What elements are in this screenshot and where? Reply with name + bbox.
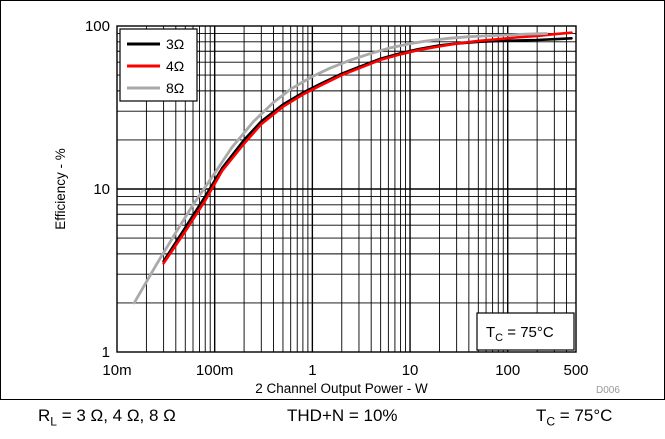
x-tick-label: 10m <box>102 362 131 379</box>
x-axis-label: 2 Channel Output Power - W <box>255 381 428 396</box>
y-tick-label: 10 <box>93 181 110 198</box>
series-line <box>162 31 573 265</box>
plot-area <box>116 25 577 353</box>
x-tick-label: 500 <box>563 362 588 379</box>
footer-case-temp: TC = 75°C <box>536 406 613 429</box>
efficiency-chart: 10m 100m 1 10 100 500 1 10 100 2 Channel Output P… <box>53 18 620 396</box>
legend-label: 8Ω <box>166 80 184 96</box>
footer-load-resistance: RL = 3 Ω, 4 Ω, 8 Ω <box>38 406 176 429</box>
series-line <box>132 32 548 305</box>
case-temp-annotation: TC = 75°C <box>476 312 575 351</box>
legend: 3Ω 4Ω 8Ω <box>119 28 198 102</box>
figure-id-label: D006 <box>596 385 620 396</box>
x-tick-label: 100 <box>495 362 520 379</box>
series-line <box>162 36 573 263</box>
legend-label: 3Ω <box>166 36 184 52</box>
annotation-box <box>476 312 575 351</box>
y-axis-label: Efficiency - % <box>53 148 68 230</box>
footer-thd: THD+N = 10% <box>287 406 398 425</box>
x-tick-label: 10 <box>402 362 419 379</box>
grid <box>117 26 576 352</box>
legend-label: 4Ω <box>166 58 184 74</box>
y-tick-label: 100 <box>85 18 110 35</box>
x-tick-label: 1 <box>308 362 316 379</box>
x-tick-label: 100m <box>196 362 234 379</box>
y-tick-label: 1 <box>102 344 110 361</box>
annotation-text: TC = 75°C <box>486 324 554 344</box>
